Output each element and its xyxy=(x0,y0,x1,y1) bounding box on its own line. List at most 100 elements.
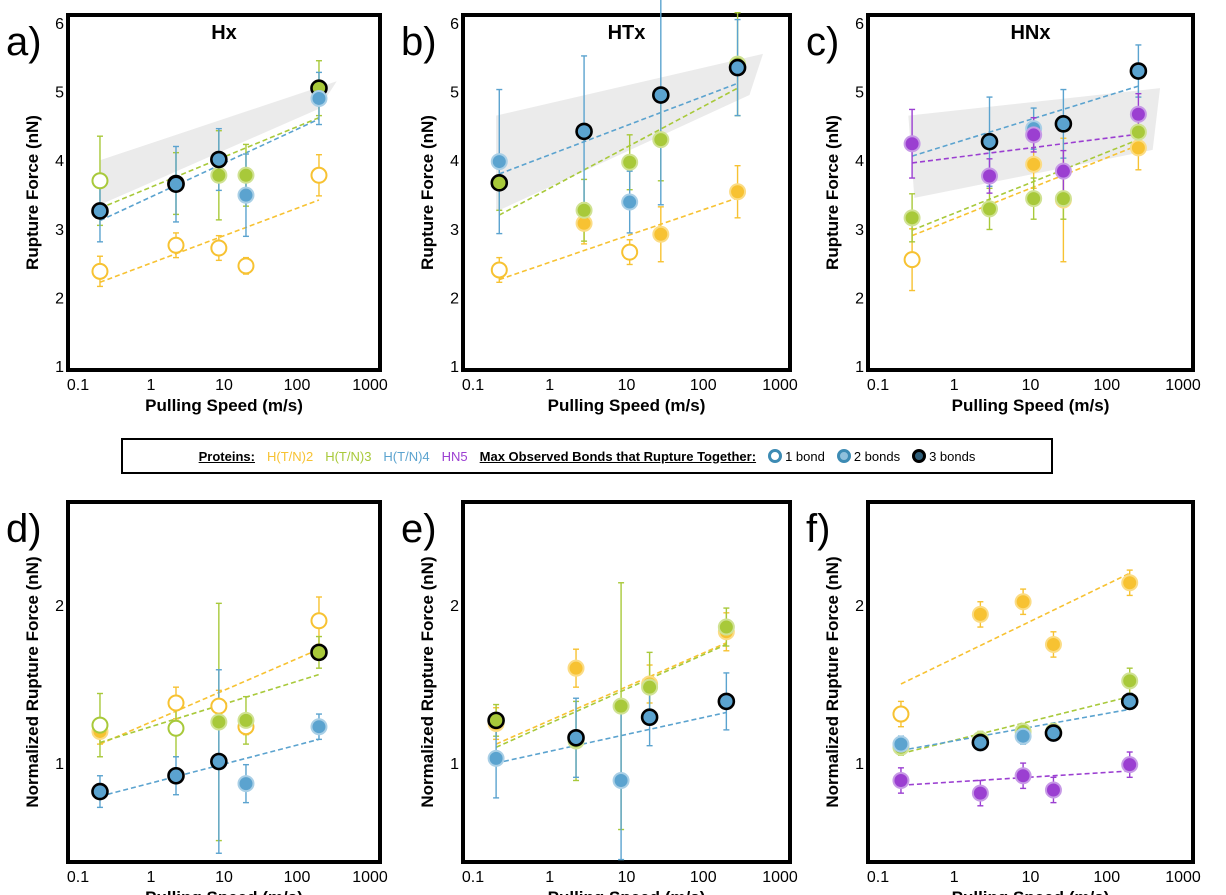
panel-d-frame xyxy=(66,500,382,864)
panel-c-point-htn2 xyxy=(1025,155,1043,173)
panel-b-x-axis-label: Pulling Speed (m/s) xyxy=(548,396,706,415)
panel-d-point-htn4 xyxy=(310,718,328,736)
one-bond-marker-icon xyxy=(768,449,783,463)
legend-1-bond-label: 1 bond xyxy=(785,448,825,464)
panel-d-x-axis-label: Pulling Speed (m/s) xyxy=(145,888,303,895)
panel-a-y-tick: 6 xyxy=(55,16,64,33)
panel-c-y-tick: 4 xyxy=(855,153,864,170)
panel-b-y-tick: 2 xyxy=(450,290,459,307)
panel-f-point-htn4 xyxy=(1120,692,1139,711)
panel-a-x-tick: 1000 xyxy=(352,377,388,394)
panel-d-point-htn3 xyxy=(310,643,328,662)
panel-f-point-hn5 xyxy=(1121,756,1139,774)
legend-3-bonds-label: 3 bonds xyxy=(929,448,976,464)
legend-proteins-header: Proteins: xyxy=(198,448,255,464)
panel-c-x-tick: 0.1 xyxy=(867,377,889,394)
panel-f-label: f) xyxy=(806,507,830,551)
panel-e-point-htn4 xyxy=(612,771,630,789)
panel-a-point-htn2 xyxy=(91,262,109,280)
panel-c-point-htn4 xyxy=(1054,115,1073,133)
panel-b-y-tick: 1 xyxy=(450,359,459,376)
panel-e-x-tick: 1000 xyxy=(762,869,798,886)
panel-f-point-hn5 xyxy=(971,784,989,802)
panel-b-y-tick: 5 xyxy=(450,85,459,102)
panel-e-point-htn4 xyxy=(567,728,585,747)
panel-b-x-tick: 100 xyxy=(690,377,717,394)
panel-d-point-htn2 xyxy=(167,694,185,712)
panel-c-point-htn3 xyxy=(1129,123,1147,141)
panel-d-x-tick: 100 xyxy=(284,869,311,886)
panel-f-point-htn2 xyxy=(971,605,989,623)
panel-b-x-tick: 10 xyxy=(618,377,636,394)
panel-b-point-htn3 xyxy=(621,153,639,171)
panel-f-point-hn5 xyxy=(1044,781,1062,799)
panel-a-point-htn3 xyxy=(210,166,228,184)
panel-c-point-htn3 xyxy=(981,200,999,218)
panel-b-x-tick: 0.1 xyxy=(462,377,484,394)
panel-e-y-axis-label: Normalized Rupture Force (nN) xyxy=(418,556,437,807)
panel-a-point-htn4 xyxy=(237,186,255,204)
panel-d-x-tick: 1000 xyxy=(352,869,388,886)
panel-a-point-htn4 xyxy=(310,89,328,107)
panel-d-point-htn3 xyxy=(91,716,109,734)
panel-b-point-htn4 xyxy=(575,122,593,141)
legend-2-bonds: 2 bonds xyxy=(836,449,900,464)
panel-e-fit-line-htn4 xyxy=(495,711,727,764)
panel-e-label: e) xyxy=(401,507,437,551)
panel-c-point-htn4 xyxy=(1129,62,1148,80)
panel-f-point-htn2 xyxy=(1121,574,1139,592)
panel-e-y-tick: 2 xyxy=(450,598,459,615)
panel-c-y-tick: 1 xyxy=(855,359,864,376)
three-bonds-marker-icon xyxy=(912,449,927,463)
panel-f-x-tick: 10 xyxy=(1022,869,1040,886)
panel-f-point-htn3 xyxy=(1121,672,1139,690)
legend-protein-htn2: H(T/N)2 xyxy=(266,448,314,464)
panel-f-point-htn4 xyxy=(1014,727,1032,745)
panel-c-point-hn5 xyxy=(981,167,999,185)
panel-f-x-tick: 1000 xyxy=(1165,869,1201,886)
panel-b-shaded-band xyxy=(496,53,763,212)
panel-f-y-tick: 2 xyxy=(855,598,864,615)
panel-d-y-tick: 2 xyxy=(55,598,64,615)
panel-c-frame xyxy=(866,13,1195,372)
panel-f-point-htn4 xyxy=(1044,724,1063,742)
panel-e-point-htn4 xyxy=(487,749,505,767)
panel-b-x-tick: 1000 xyxy=(762,377,798,394)
panel-b-fit-line-htn4 xyxy=(498,82,738,175)
panel-c-point-hn5 xyxy=(1025,126,1043,144)
panel-a-point-htn2 xyxy=(237,257,255,275)
panel-f-x-axis-label: Pulling Speed (m/s) xyxy=(952,888,1110,895)
panel-f-fit-line-htn2 xyxy=(900,572,1131,685)
panel-f-y-tick: 1 xyxy=(855,756,864,773)
panel-c-x-axis-label: Pulling Speed (m/s) xyxy=(952,396,1110,415)
panel-a-x-axis-label: Pulling Speed (m/s) xyxy=(145,396,303,415)
panel-d-point-htn2 xyxy=(210,697,228,715)
panel-c-label: c) xyxy=(806,20,839,64)
panel-e-point-htn4 xyxy=(640,708,659,727)
panel-d-point-htn4 xyxy=(210,752,228,771)
panel-d-fit-line-htn4 xyxy=(99,738,320,798)
panel-c-y-tick: 5 xyxy=(855,85,864,102)
panel-f-x-tick: 0.1 xyxy=(867,869,889,886)
panel-b-y-tick: 4 xyxy=(450,153,459,170)
panel-c-point-hn5 xyxy=(1054,162,1072,180)
panel-a-y-tick: 4 xyxy=(55,153,64,170)
panel-c-point-htn3 xyxy=(1054,190,1072,208)
panel-d-point-htn4 xyxy=(167,766,185,785)
panel-a-y-tick: 1 xyxy=(55,359,64,376)
panel-f-x-tick: 1 xyxy=(950,869,959,886)
panel-e-x-tick: 0.1 xyxy=(462,869,484,886)
panel-c-point-htn2 xyxy=(1129,139,1147,157)
panel-c-x-tick: 1 xyxy=(950,377,959,394)
panel-b-point-htn2 xyxy=(652,225,670,243)
panel-d-point-htn3 xyxy=(167,719,185,737)
panel-b-frame xyxy=(461,13,792,372)
panel-a-x-tick: 10 xyxy=(215,377,233,394)
panel-a-title: Hx xyxy=(211,22,237,44)
panel-a-y-tick: 2 xyxy=(55,290,64,307)
panel-f-point-hn5 xyxy=(1014,767,1032,785)
panel-d-point-htn4 xyxy=(91,782,109,801)
panel-c-y-tick: 2 xyxy=(855,290,864,307)
panel-a-x-tick: 1 xyxy=(147,377,156,394)
panel-a-point-htn2 xyxy=(210,239,228,257)
